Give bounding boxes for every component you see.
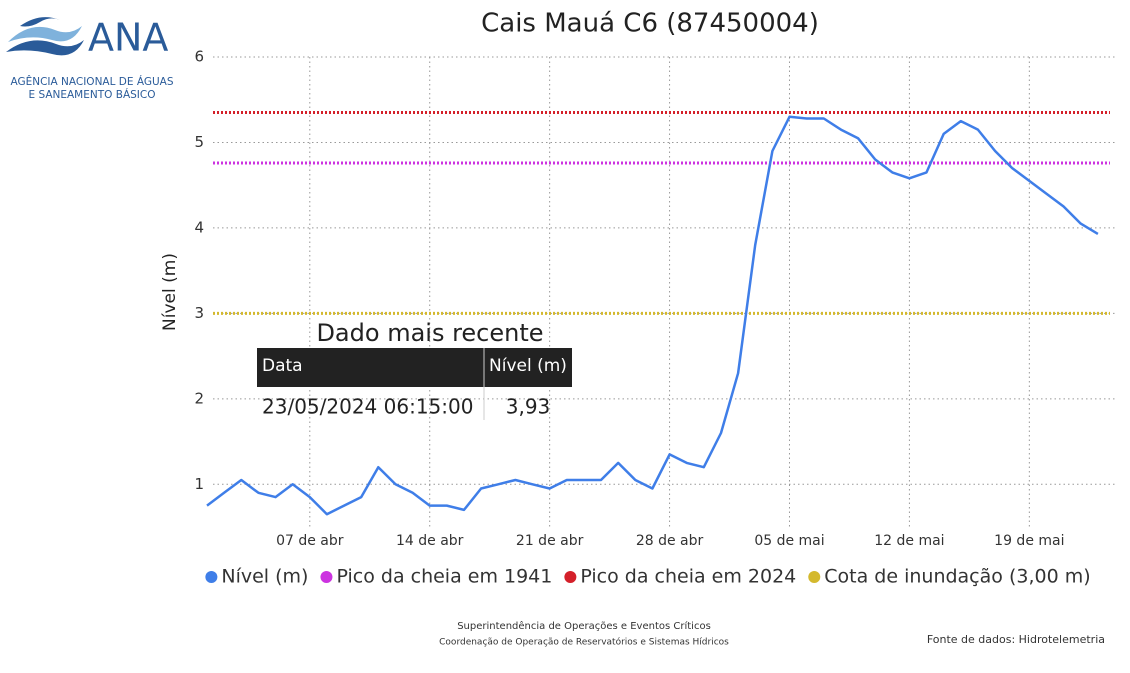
x-tick-label: 19 de mai (994, 533, 1064, 549)
logo-wave (8, 26, 82, 42)
x-tick-label: 05 de mai (754, 533, 824, 549)
logo-text: E SANEAMENTO BÁSICO (29, 88, 156, 101)
x-tick-label: 28 de abr (636, 533, 704, 549)
chart-title: Cais Mauá C6 (87450004) (481, 9, 819, 39)
legend-swatch (808, 571, 821, 583)
legend-swatch (564, 571, 577, 583)
table-header (257, 348, 572, 387)
y-tick-label: 5 (194, 133, 204, 151)
footer-text: Coordenação de Operação de Reservatórios… (439, 637, 729, 648)
footer-text: Superintendência de Operações e Eventos … (457, 620, 711, 632)
data-line (206, 115, 1099, 516)
y-tick-label: 2 (194, 389, 204, 407)
x-tick-label: 07 de abr (276, 533, 344, 549)
table-header-cell: Data (262, 356, 303, 376)
logo-name: ANA (88, 16, 168, 60)
x-tick-label: 12 de mai (874, 533, 944, 549)
footer-source: Fonte de dados: Hidrotelemetria (927, 633, 1105, 646)
table-cell: 23/05/2024 06:15:00 (262, 395, 473, 419)
y-tick-label: 1 (194, 475, 204, 493)
legend: Nível (m) Pico da cheia em 1941 Pico da ch… (205, 566, 1091, 588)
legend-label: Pico da cheia em 2024 (580, 566, 796, 588)
legend-label: Nível (m) (221, 566, 308, 588)
legend-label: Cota de inundação (3,00 m) (824, 566, 1090, 588)
y-tick-label: 3 (194, 304, 204, 322)
table-cell: 3,93 (506, 395, 551, 419)
logo: ANA AGÊNCIA NACIONAL DE ÁGUAS E SANEAMEN… (6, 16, 174, 101)
y-axis-label: Nível (m) (160, 253, 180, 331)
legend-label: Pico da cheia em 1941 (336, 566, 552, 588)
legend-swatch (320, 571, 333, 583)
table-header-cell: Nível (m) (489, 356, 567, 376)
x-tick-label: 14 de abr (396, 533, 464, 549)
logo-wave (20, 17, 60, 27)
table-title: Dado mais recente (316, 319, 543, 347)
y-tick-label: 6 (194, 48, 204, 66)
x-tick-label: 21 de abr (516, 533, 584, 549)
legend-swatch (205, 571, 218, 583)
logo-wave (6, 40, 84, 56)
logo-text: AGÊNCIA NACIONAL DE ÁGUAS (10, 75, 173, 88)
y-tick-label: 4 (194, 218, 204, 236)
